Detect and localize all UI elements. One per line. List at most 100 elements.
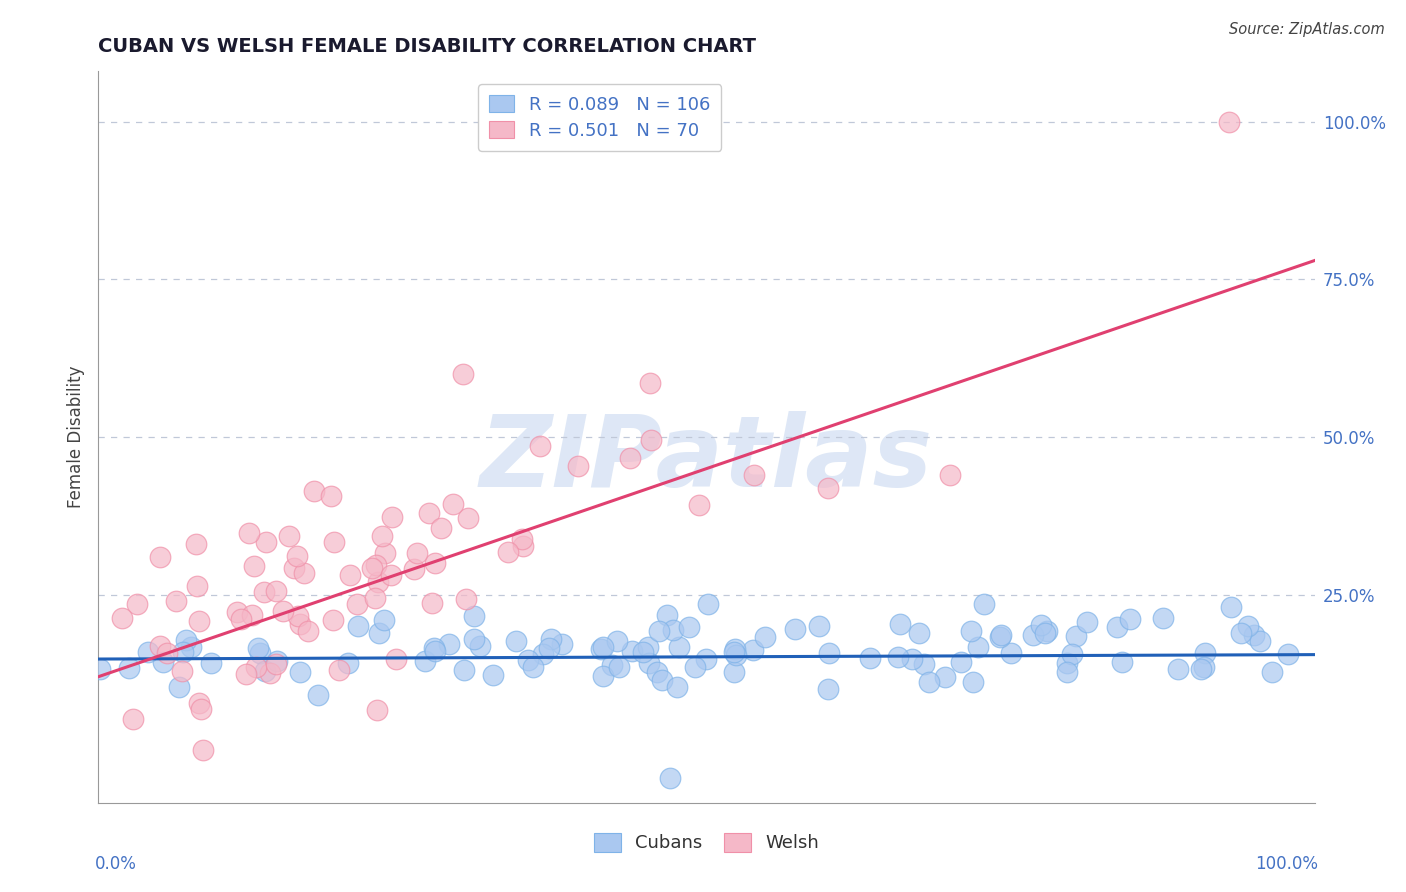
Point bbox=[186, 579, 208, 593]
Point bbox=[441, 498, 464, 512]
Point bbox=[887, 650, 910, 665]
Point bbox=[259, 666, 281, 681]
Point bbox=[1261, 665, 1284, 680]
Point bbox=[470, 639, 492, 653]
Point bbox=[695, 652, 717, 666]
Point bbox=[336, 656, 359, 670]
Point bbox=[225, 606, 247, 620]
Text: Source: ZipAtlas.com: Source: ZipAtlas.com bbox=[1229, 22, 1385, 37]
Point bbox=[1022, 627, 1045, 641]
Point bbox=[172, 645, 194, 659]
Point bbox=[278, 529, 301, 543]
Point bbox=[243, 558, 266, 573]
Point bbox=[264, 657, 287, 672]
Point bbox=[1152, 611, 1174, 625]
Point bbox=[1111, 655, 1133, 669]
Point bbox=[531, 647, 554, 661]
Point bbox=[1029, 618, 1052, 632]
Point bbox=[638, 656, 661, 670]
Point bbox=[149, 550, 172, 565]
Point bbox=[817, 682, 839, 697]
Point bbox=[638, 376, 661, 390]
Point bbox=[567, 459, 589, 474]
Point bbox=[668, 640, 690, 655]
Point bbox=[89, 662, 111, 676]
Point bbox=[454, 591, 477, 606]
Point bbox=[1192, 659, 1215, 673]
Point bbox=[319, 489, 342, 503]
Text: CUBAN VS WELSH FEMALE DISABILITY CORRELATION CHART: CUBAN VS WELSH FEMALE DISABILITY CORRELA… bbox=[98, 37, 756, 56]
Point bbox=[723, 645, 745, 659]
Point bbox=[423, 644, 446, 658]
Point bbox=[529, 439, 551, 453]
Point bbox=[367, 626, 389, 640]
Point bbox=[1056, 665, 1078, 679]
Point bbox=[967, 640, 990, 654]
Point bbox=[249, 646, 271, 660]
Point bbox=[640, 434, 662, 448]
Point bbox=[482, 667, 505, 681]
Point bbox=[908, 625, 931, 640]
Point bbox=[287, 609, 309, 624]
Point bbox=[633, 645, 655, 659]
Point bbox=[367, 575, 389, 590]
Point bbox=[254, 535, 277, 549]
Point bbox=[125, 598, 148, 612]
Point bbox=[1229, 626, 1251, 640]
Point bbox=[229, 612, 252, 626]
Point bbox=[725, 648, 748, 662]
Point bbox=[607, 660, 630, 674]
Point bbox=[650, 673, 672, 688]
Point bbox=[510, 532, 533, 546]
Point bbox=[724, 641, 747, 656]
Point bbox=[754, 630, 776, 644]
Point bbox=[1249, 633, 1271, 648]
Point bbox=[934, 670, 956, 684]
Point bbox=[174, 633, 197, 648]
Point bbox=[328, 663, 350, 677]
Point bbox=[118, 661, 141, 675]
Point bbox=[889, 616, 911, 631]
Point bbox=[374, 546, 396, 560]
Point bbox=[685, 660, 707, 674]
Point bbox=[620, 644, 643, 658]
Point bbox=[619, 451, 641, 466]
Point bbox=[364, 591, 387, 605]
Point bbox=[271, 604, 294, 618]
Point bbox=[1000, 647, 1022, 661]
Point bbox=[371, 529, 394, 543]
Point bbox=[1060, 647, 1083, 661]
Point bbox=[294, 566, 316, 580]
Point bbox=[512, 539, 534, 553]
Point bbox=[360, 560, 382, 574]
Point bbox=[346, 597, 368, 611]
Point bbox=[939, 467, 962, 482]
Point bbox=[589, 642, 612, 657]
Point bbox=[959, 624, 981, 638]
Point bbox=[418, 506, 440, 520]
Point bbox=[859, 650, 882, 665]
Point bbox=[384, 652, 406, 666]
Point bbox=[659, 771, 682, 785]
Point bbox=[988, 631, 1011, 645]
Point bbox=[962, 675, 984, 690]
Point bbox=[551, 637, 574, 651]
Point bbox=[373, 613, 395, 627]
Point bbox=[180, 640, 202, 654]
Point bbox=[121, 712, 143, 726]
Point bbox=[600, 658, 623, 673]
Point bbox=[413, 654, 436, 668]
Point bbox=[657, 607, 679, 622]
Text: 100.0%: 100.0% bbox=[1256, 855, 1319, 873]
Point bbox=[990, 628, 1012, 642]
Point bbox=[380, 567, 402, 582]
Point bbox=[1236, 619, 1258, 633]
Point bbox=[453, 367, 475, 381]
Point bbox=[1064, 629, 1087, 643]
Point bbox=[253, 664, 276, 678]
Point bbox=[253, 584, 276, 599]
Point bbox=[522, 660, 544, 674]
Point bbox=[285, 549, 308, 563]
Point bbox=[463, 632, 485, 647]
Point bbox=[366, 703, 388, 717]
